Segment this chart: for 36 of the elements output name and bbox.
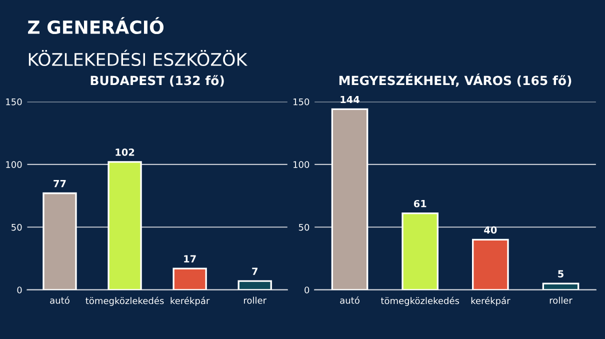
bar xyxy=(42,192,77,290)
data-label: 77 xyxy=(54,180,66,188)
data-label: 17 xyxy=(184,255,196,262)
text: Z GENERÁCIÓ xyxy=(28,17,164,34)
text: KÖZLEKEDÉSI ESZKÖZÖK xyxy=(28,50,248,66)
x-tick-label: kerékpár xyxy=(471,296,510,306)
x-tick-label: autó xyxy=(50,296,70,304)
x-tick-label: tömegközlekedés xyxy=(380,296,460,306)
x-tick-label: tömegközlekedés xyxy=(86,296,164,306)
y-tick-label: 50 xyxy=(298,224,310,231)
y-tick-label: 150 xyxy=(6,98,22,106)
chart-title: BUDAPEST (132 fő) xyxy=(90,75,224,87)
bar xyxy=(472,238,509,290)
bar xyxy=(542,282,580,290)
bar xyxy=(331,108,368,290)
data-label: 40 xyxy=(484,226,497,234)
bar xyxy=(402,212,439,290)
bar xyxy=(172,268,207,290)
data-label: 5 xyxy=(558,270,564,278)
x-tick-label: autó xyxy=(340,296,360,304)
chart-title: MEGYESZÉKHELY, VÁROS (165 fő) xyxy=(339,73,572,87)
y-tick-label: 100 xyxy=(294,161,310,168)
x-tick-label: roller xyxy=(244,296,267,304)
data-label: 144 xyxy=(340,96,360,104)
y-tick-label: 100 xyxy=(6,161,22,168)
x-tick-label: roller xyxy=(550,296,572,304)
y-tick-label: 150 xyxy=(294,98,310,106)
data-label: 61 xyxy=(414,200,426,208)
y-tick-label: 50 xyxy=(12,224,22,231)
data-label: 7 xyxy=(252,268,258,275)
y-tick-label: 0 xyxy=(17,286,22,294)
x-tick-label: kerékpár xyxy=(170,296,210,306)
y-tick-label: 0 xyxy=(304,286,310,294)
bar xyxy=(108,161,142,290)
bar xyxy=(238,280,272,290)
data-label: 102 xyxy=(116,148,134,156)
